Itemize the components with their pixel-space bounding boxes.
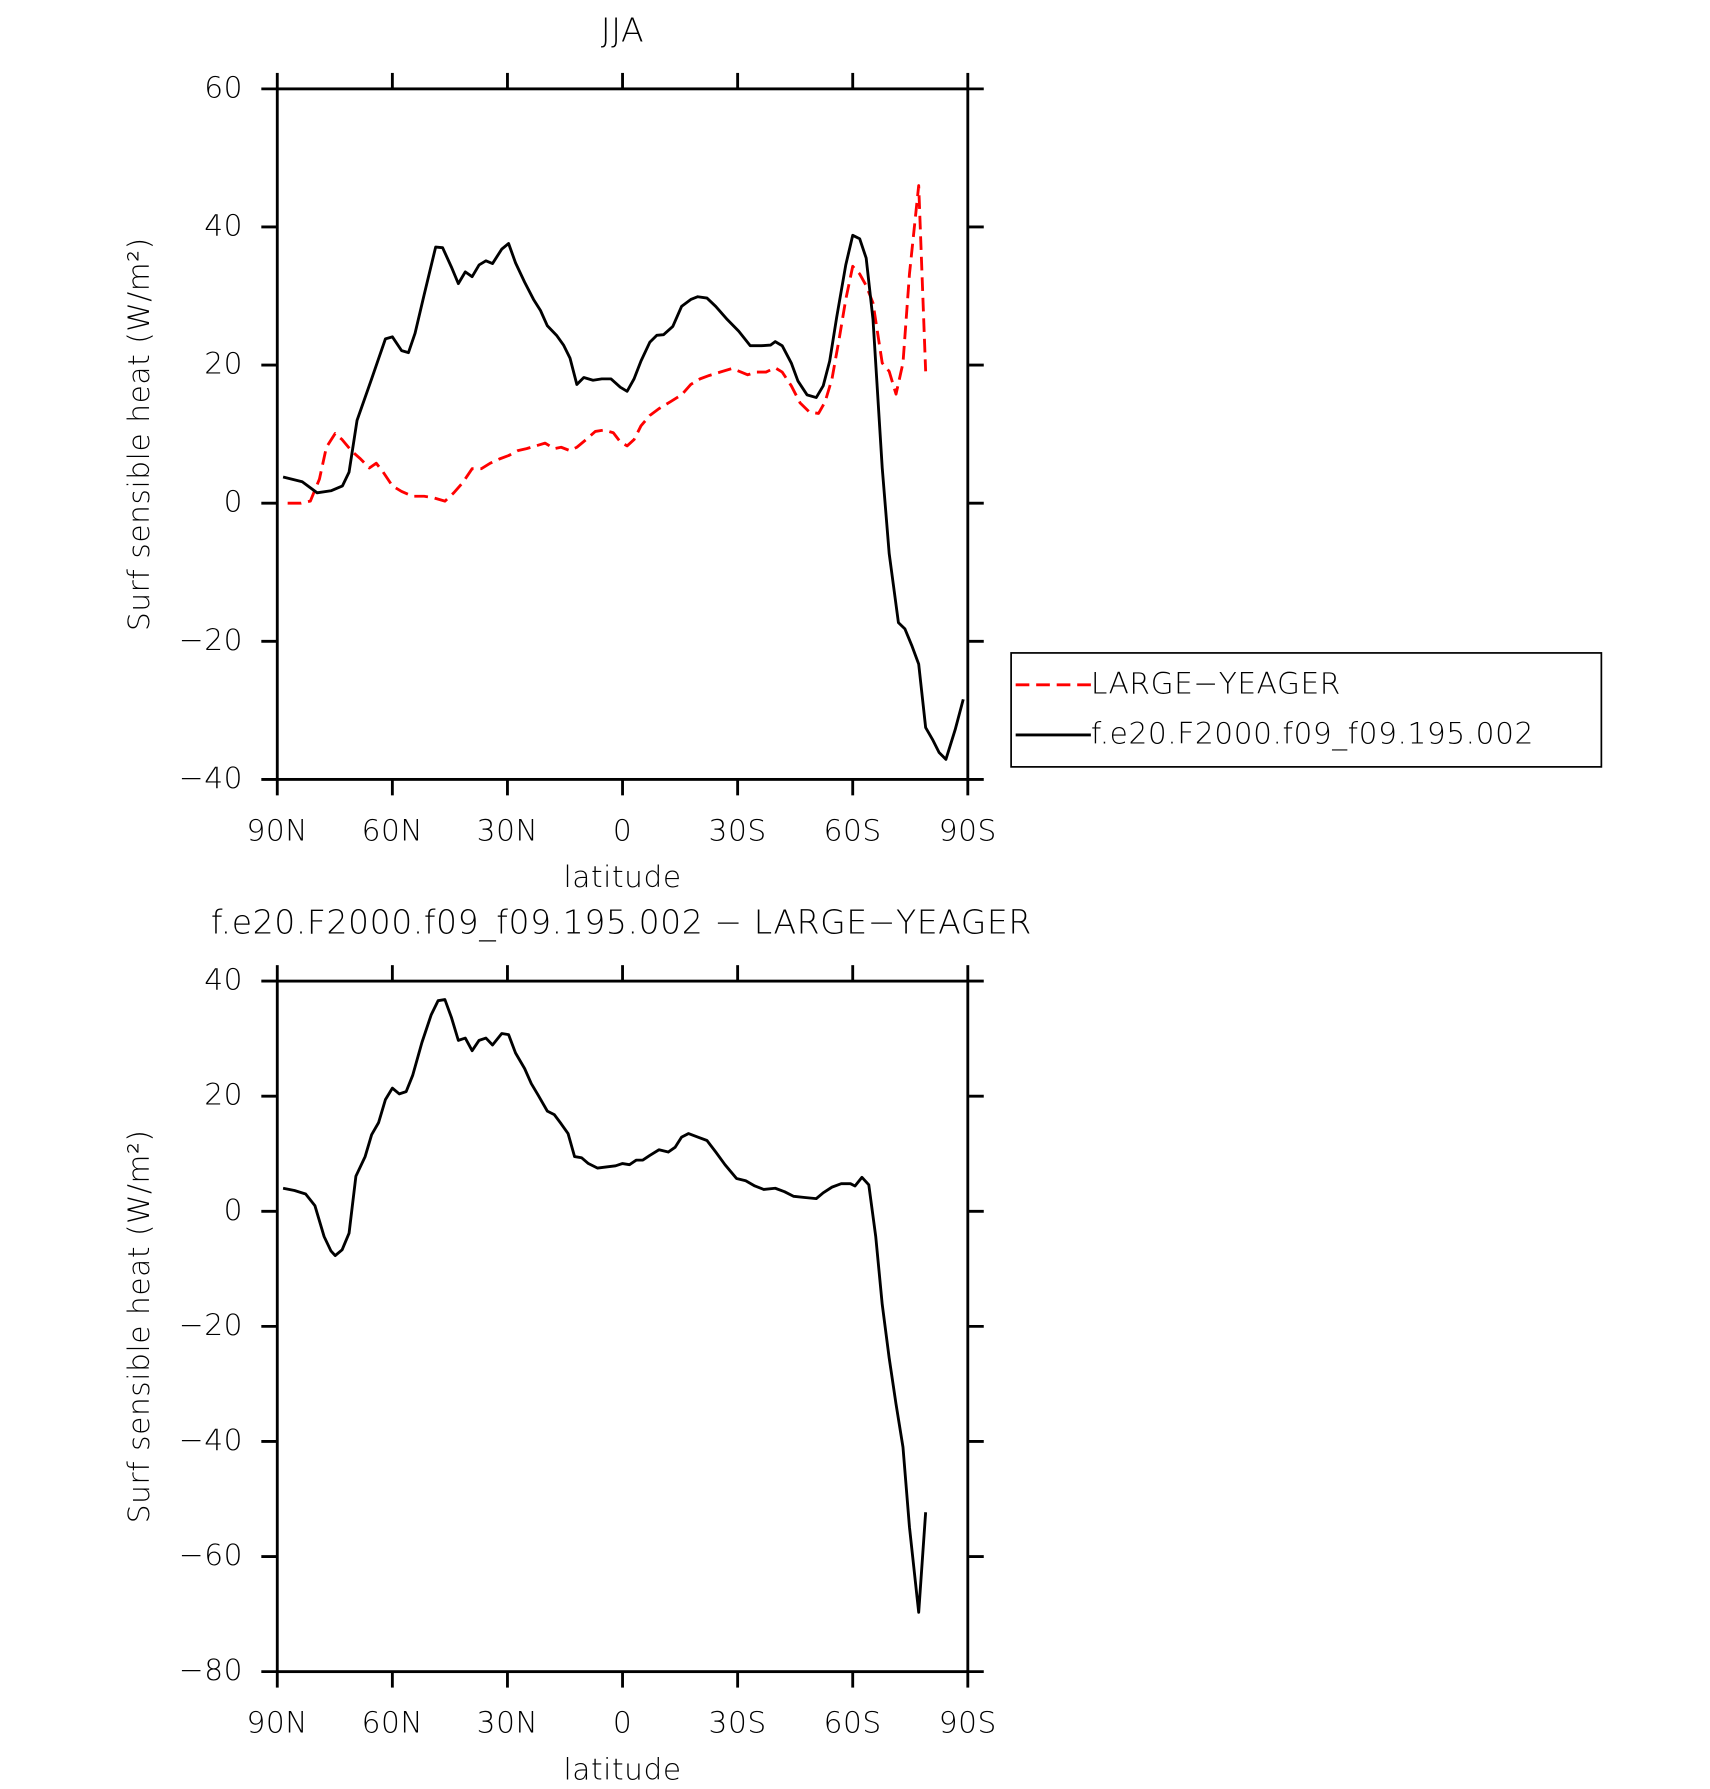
y-axis-label: Surf sensible heat (W/m²) [122, 1129, 156, 1523]
legend-label: f.e20.F2000.f09_f09.195.002 [1091, 716, 1534, 751]
x-axis-label: latitude [563, 860, 681, 894]
y-tick-label: 60 [204, 70, 243, 104]
x-tick-label: 30S [709, 1706, 767, 1740]
y-tick-label: −80 [179, 1653, 243, 1687]
series-line [282, 233, 965, 761]
plot-frame [275, 87, 970, 781]
x-tick-label: 60S [824, 1706, 882, 1740]
x-tick-label: 90N [247, 1706, 309, 1740]
y-tick-label: −40 [179, 1423, 243, 1457]
x-tick-label: 90N [247, 813, 309, 847]
legend-label: LARGE−YEAGER [1091, 666, 1341, 700]
x-tick-label: 30N [477, 1706, 539, 1740]
x-tick-label: 0 [613, 1706, 632, 1740]
y-tick-label: −20 [179, 623, 243, 657]
y-tick-label: 20 [204, 347, 243, 381]
y-tick-label: −40 [179, 761, 243, 795]
y-tick-label: 20 [204, 1078, 243, 1112]
x-tick-label: 0 [613, 813, 632, 847]
x-tick-label: 90S [939, 1706, 997, 1740]
x-axis-label: latitude [563, 1752, 681, 1786]
x-tick-label: 30N [477, 813, 539, 847]
x-tick-label: 60N [362, 813, 424, 847]
y-tick-label: 0 [224, 1193, 243, 1227]
y-tick-label: −20 [179, 1308, 243, 1342]
y-tick-label: 40 [204, 208, 243, 242]
x-tick-label: 90S [939, 813, 997, 847]
x-tick-label: 60N [362, 1706, 424, 1740]
series-line [287, 184, 928, 505]
chart-title: JJA [601, 10, 644, 49]
y-axis-label: Surf sensible heat (W/m²) [122, 237, 156, 631]
x-tick-label: 60S [824, 813, 882, 847]
y-tick-label: 40 [204, 963, 243, 997]
chart-title: f.e20.F2000.f09_f09.195.002 − LARGE−YEAG… [211, 903, 1032, 943]
y-tick-label: 0 [224, 485, 243, 519]
legend-box [1010, 652, 1603, 768]
y-tick-label: −60 [179, 1538, 243, 1572]
plot-frame [275, 979, 970, 1674]
x-tick-label: 30S [709, 813, 767, 847]
series-line [282, 998, 928, 1614]
